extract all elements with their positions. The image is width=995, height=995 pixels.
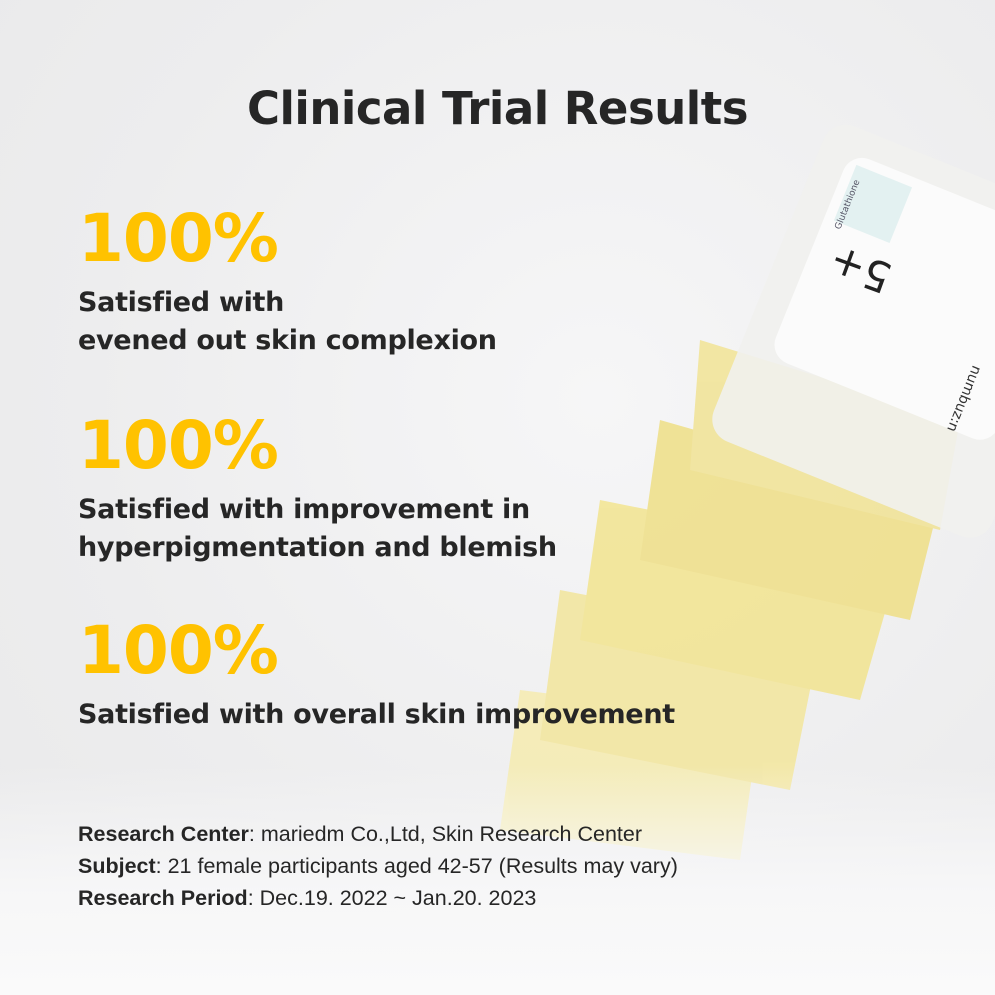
stat-desc-line: hyperpigmentation and blemish: [78, 532, 557, 563]
stat-hyperpigmentation: 100% Satisfied with improvement in hyper…: [78, 413, 557, 567]
research-period: Research Period: Dec.19. 2022 ~ Jan.20. …: [78, 886, 537, 910]
research-info: Research Center: mariedm Co.,Ltd, Skin R…: [78, 818, 678, 914]
stat-value: 100%: [78, 407, 279, 484]
stat-desc-line: evened out skin complexion: [78, 325, 497, 356]
product-ingredient: Glutathione: [834, 178, 863, 231]
product-brand: numbuz:n: [943, 363, 984, 434]
research-subject: Subject: 21 female participants aged 42-…: [78, 854, 678, 878]
stat-value: 100%: [78, 200, 279, 277]
stat-overall: 100% Satisfied with overall skin improve…: [78, 618, 675, 734]
stat-desc-line: Satisfied with overall skin improvement: [78, 699, 675, 730]
research-center: Research Center: mariedm Co.,Ltd, Skin R…: [78, 822, 643, 846]
stat-complexion: 100% Satisfied with evened out skin comp…: [78, 206, 497, 360]
product-jar: [712, 124, 995, 538]
page-title: Clinical Trial Results: [246, 82, 749, 135]
stat-value: 100%: [78, 612, 279, 689]
stat-desc-line: Satisfied with improvement in: [78, 494, 530, 525]
product-number: 5+: [823, 235, 898, 302]
bottom-fade: [0, 765, 995, 995]
stat-desc-line: Satisfied with: [78, 287, 285, 318]
